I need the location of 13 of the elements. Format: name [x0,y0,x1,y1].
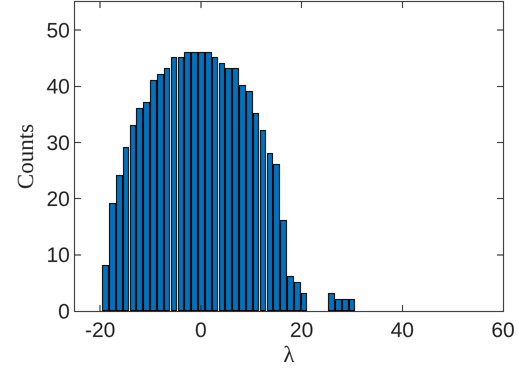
x-tick-label: 40 [390,319,414,342]
x-tick-label: 20 [290,319,314,342]
y-tick-label: 40 [46,76,70,99]
y-tick-label: 30 [46,132,70,155]
y-tick-label: 10 [46,244,70,268]
x-tick-label: 60 [491,319,515,342]
x-tick-label: -20 [85,319,116,342]
y-axis-title: Counts [12,124,38,190]
y-tick-label: 50 [46,19,70,42]
x-axis-title: λ [283,342,296,368]
y-tick-label: 0 [58,300,70,324]
y-tick-label: 20 [46,188,70,211]
x-tick-label: 0 [195,319,207,342]
